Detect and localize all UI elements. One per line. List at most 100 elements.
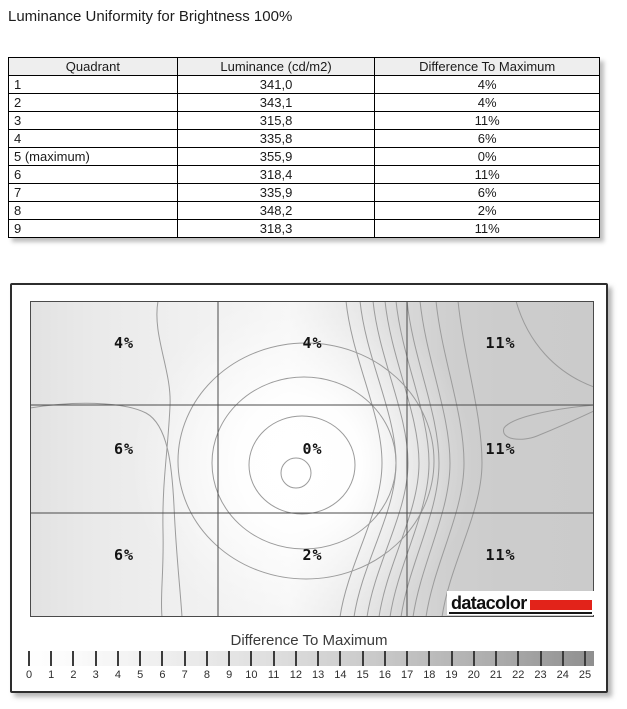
colorbar-tick-label: 5 [137,669,144,681]
colorbar-tick [250,651,253,666]
colorbar-tick [428,651,431,666]
logo-underline [449,612,592,614]
colorbar-tick-label: 0 [25,669,33,681]
colorbar-tick [28,651,30,666]
colorbar-tick-label: 19 [445,669,458,681]
datacolor-logo: datacolor [447,591,594,615]
colorbar-tick [539,651,542,666]
colorbar-tick [383,651,386,666]
colorbar-tick [561,651,564,666]
table-cell: 9 [8,219,178,238]
colorbar-tick [183,651,186,666]
colorbar-tick-label: 23 [534,669,547,681]
table-cell: 5 (maximum) [8,147,178,166]
table-row: 4 335,8 6% [8,129,600,148]
table-cell: 4% [374,75,600,94]
colorbar-tick-label: 8 [203,669,210,681]
colorbar-title: Difference To Maximum [230,632,388,649]
colorbar-tick [317,651,320,666]
contour-lines [30,301,594,617]
table-cell: 11% [374,219,600,238]
colorbar-tick-label: 1 [48,669,55,681]
table-row: 3 315,8 11% [8,111,600,130]
colorbar-tick-label: 22 [512,669,525,681]
table-cell: 318,3 [176,219,376,238]
colorbar-tick-label: 24 [556,669,569,681]
table-row: 7 335,9 6% [8,183,600,202]
colorbar-tick-label: 13 [311,669,325,681]
colorbar-tick [205,651,208,666]
table-cell: 4% [374,93,600,112]
table-cell: 6 [8,165,178,184]
table-cell: 6% [374,129,600,148]
column-header-quadrant: Quadrant [8,57,178,76]
colorbar-tick [406,651,409,666]
colorbar-tick-label: 18 [423,669,436,681]
colorbar-tick-label: 10 [245,669,258,681]
table-row: 6 318,4 11% [8,165,600,184]
colorbar-tick [339,651,342,666]
column-header-luminance: Luminance (cd/m2) [176,57,376,76]
table-row: 1 341,0 4% [8,75,600,94]
colorbar-tick-label: 16 [378,669,391,681]
colorbar-tick-label: 2 [70,669,77,681]
colorbar-tick-label: 21 [489,669,503,681]
colorbar-tick [161,651,164,666]
colorbar-tick [361,651,364,666]
colorbar-tick-label: 9 [226,669,233,681]
colorbar-tick [228,651,231,666]
colorbar [24,651,594,666]
logo-red-bar [529,600,592,610]
colorbar-tick [294,651,297,666]
table-cell: 11% [374,165,600,184]
table-cell: 2 [8,93,178,112]
colorbar-tick-label: 14 [334,669,347,681]
table-cell: 1 [8,75,178,94]
plot-border [30,301,594,617]
contour-plot-svg [30,301,594,617]
colorbar-labels: 0 1 2 3 4 5 6 7 8 9 10 11 12 13 14 15 16 17 18 19 20 21 22 23 24… [24,669,594,683]
colorbar-tick [139,651,142,666]
table-row: 2 343,1 4% [8,93,600,112]
table-cell: 355,9 [176,147,376,166]
table-row: 9 318,3 11% [8,219,600,238]
table-cell: 8 [8,201,178,220]
table-cell: 318,4 [176,165,376,184]
colorbar-tick [94,651,97,666]
colorbar-tick [450,651,453,666]
colorbar-tick [472,651,475,666]
colorbar-tick [72,651,75,666]
uniformity-table: Quadrant Luminance (cd/m2) Difference To… [8,57,600,238]
colorbar-tick-label: 20 [467,669,480,681]
colorbar-tick-label: 11 [267,669,280,681]
colorbar-tick-label: 4 [114,669,122,681]
colorbar-tick-label: 3 [92,669,99,681]
colorbar-tick-label: 12 [289,669,302,681]
table-cell: 335,8 [176,129,376,148]
table-cell: 4 [8,129,178,148]
table-cell: 335,9 [176,183,376,202]
colorbar-tick [272,651,275,666]
table-cell: 7 [8,183,178,202]
table-cell: 3 [8,111,178,130]
uniformity-contour-panel: 4% 4% 11% 6% 0% 11% 6% 2% 11% datacolor Differen… [10,283,608,693]
column-header-difference: Difference To Maximum [374,57,600,76]
table-header-row: Quadrant Luminance (cd/m2) Difference To… [8,57,600,76]
datacolor-wordmark: datacolor [451,593,527,613]
uniformity-table-body: 1 341,0 4% 2 343,1 4% 3 315,8 11% 4 335,8 6% 5 (maxi… [8,75,600,238]
colorbar-tick [517,651,520,666]
table-cell: 343,1 [176,93,376,112]
colorbar-tick-label: 7 [181,669,188,681]
table-cell: 315,8 [176,111,376,130]
grid-lines [30,301,594,617]
table-cell: 0% [374,147,600,166]
colorbar-tick-label: 17 [400,669,414,681]
page-title: Luminance Uniformity for Brightness 100% [8,8,293,25]
colorbar-tick [584,651,586,666]
colorbar-tick [50,651,53,666]
table-cell: 6% [374,183,600,202]
table-row: 8 348,2 2% [8,201,600,220]
colorbar-tick-label: 15 [356,669,369,681]
colorbar-tick [495,651,498,666]
table-row: 5 (maximum) 355,9 0% [8,147,600,166]
